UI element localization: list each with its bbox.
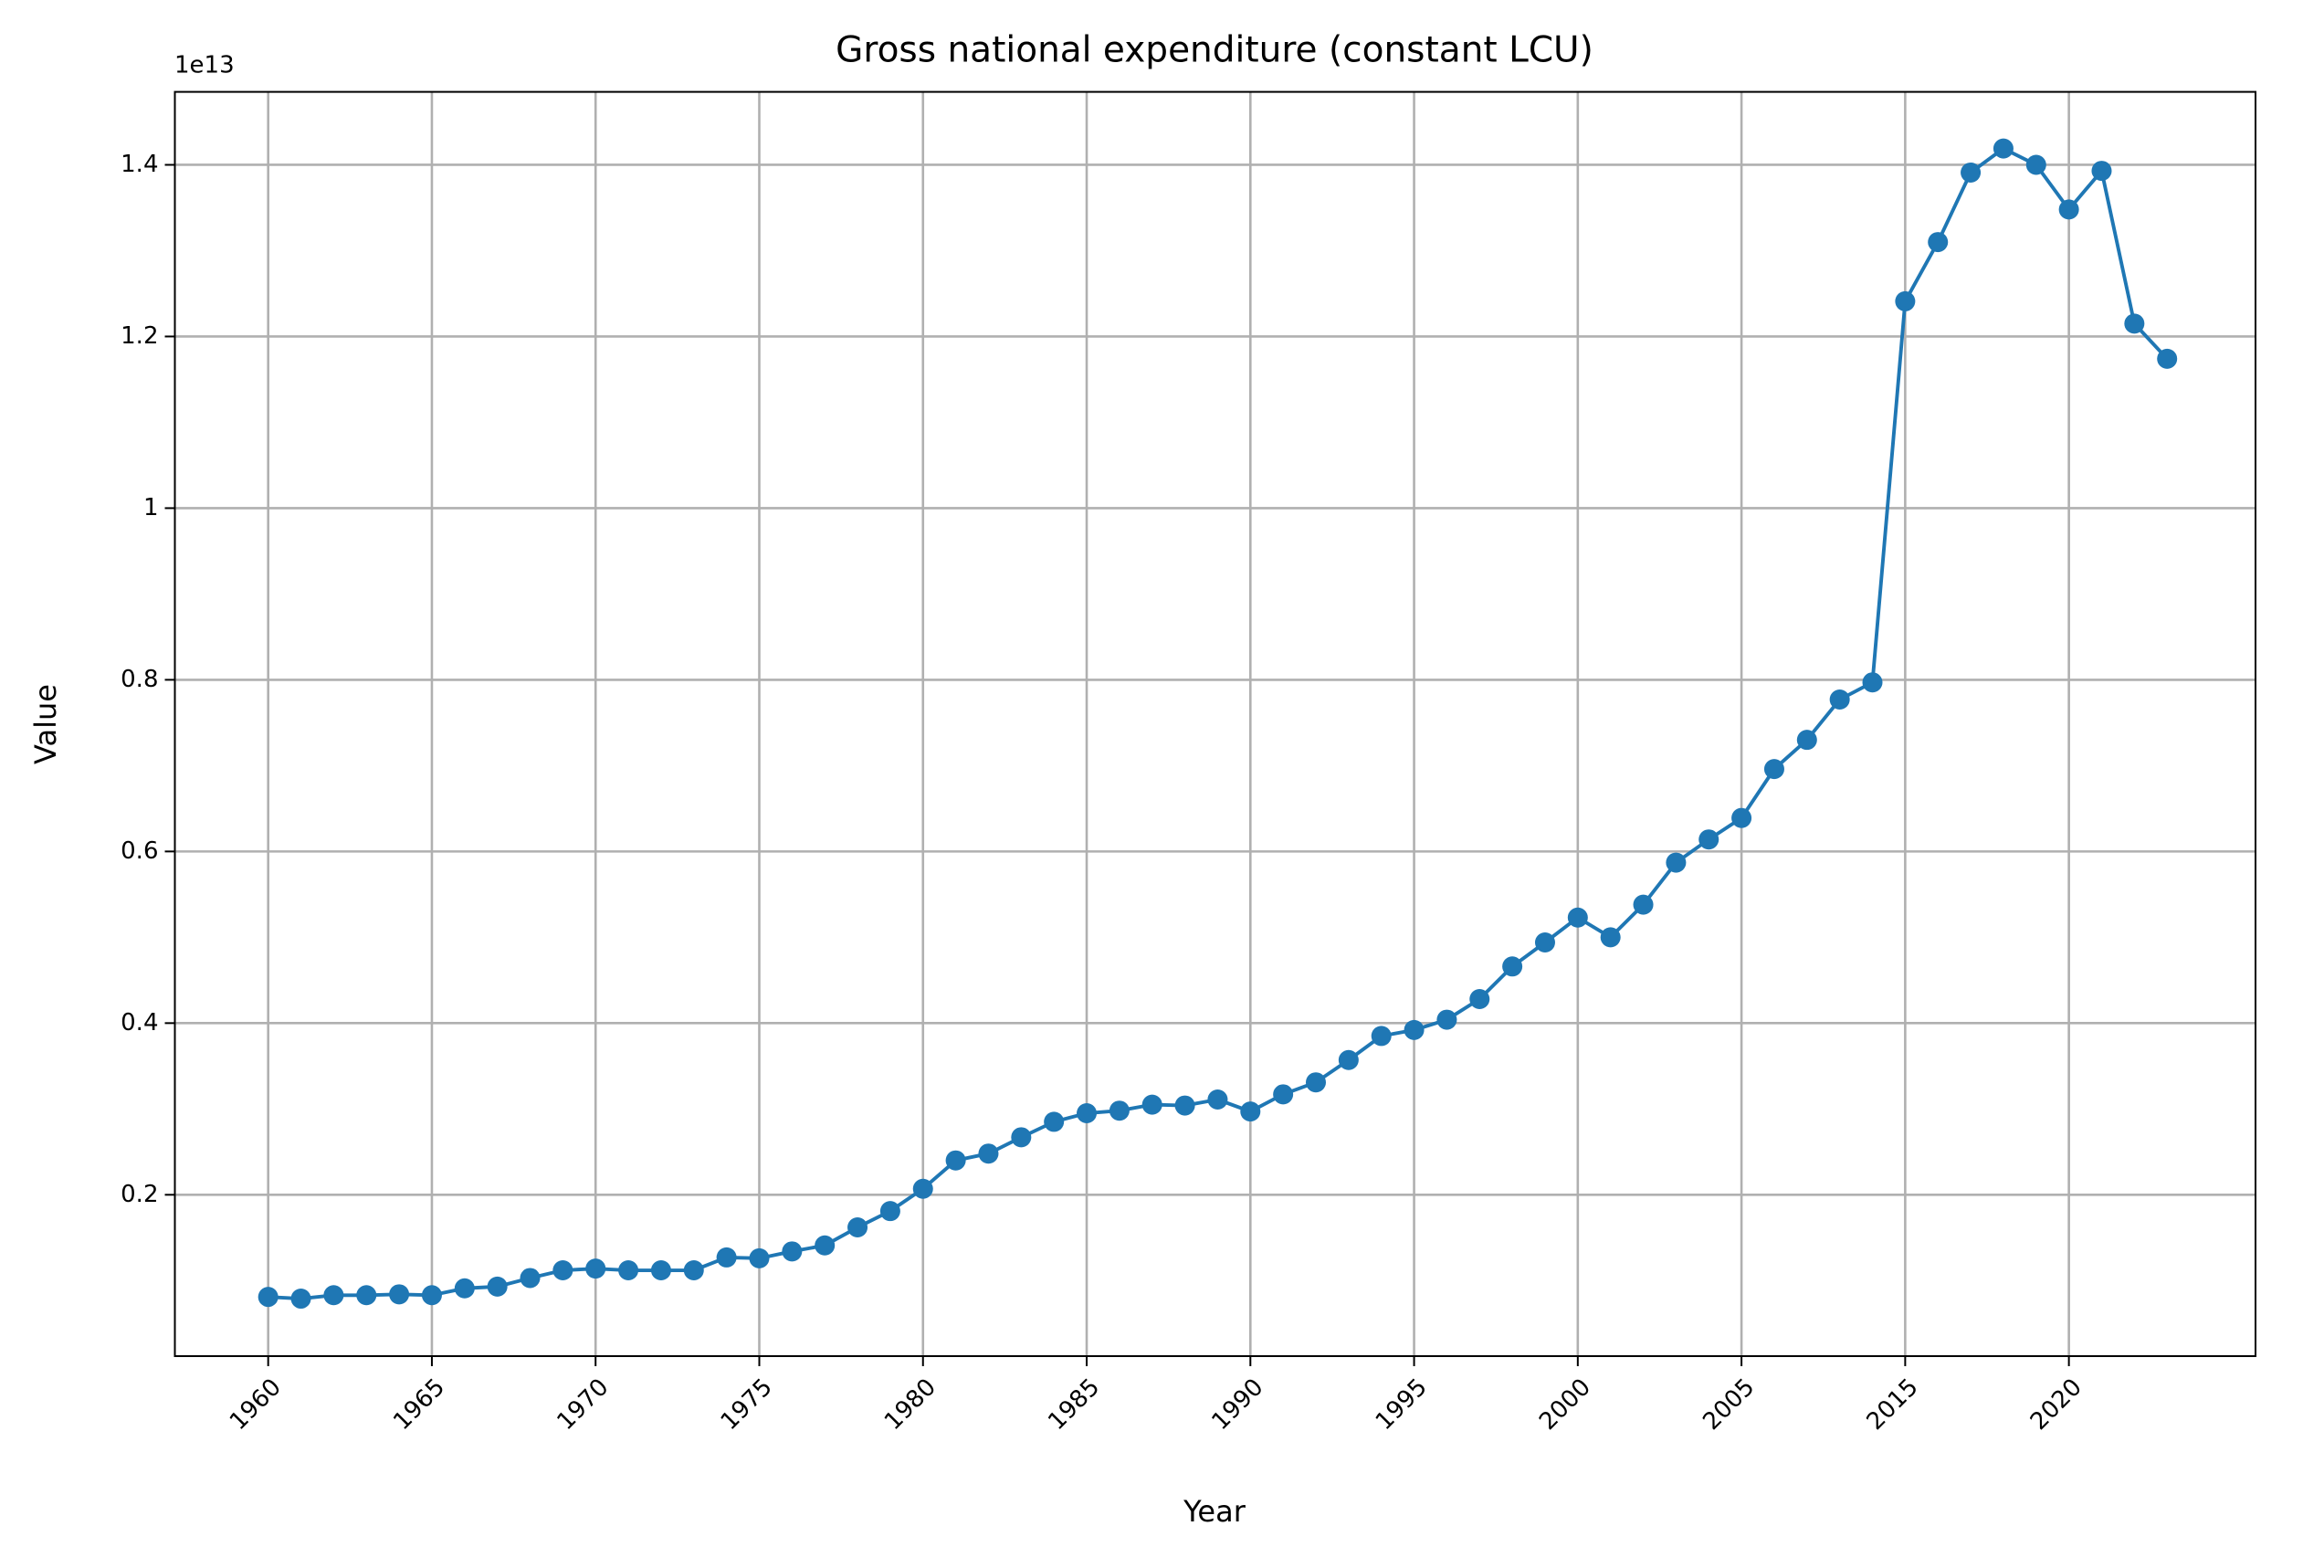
- x-tick-label: 2000: [1534, 1373, 1596, 1436]
- data-point: [1371, 1026, 1392, 1047]
- y-tick-label: 0.4: [121, 1009, 158, 1037]
- data-point: [585, 1258, 606, 1279]
- data-point: [1534, 931, 1555, 952]
- series-line: [268, 146, 2169, 1300]
- x-tick-label: 1965: [388, 1373, 450, 1436]
- data-point: [1862, 672, 1883, 693]
- data-point: [2124, 313, 2145, 334]
- data-point: [1731, 807, 1752, 828]
- data-point: [1666, 852, 1687, 873]
- data-point: [815, 1235, 836, 1256]
- data-point: [879, 1201, 900, 1222]
- data-point: [650, 1260, 671, 1281]
- data-point: [749, 1247, 770, 1268]
- x-tick-label: 2015: [1862, 1373, 1924, 1436]
- data-point: [1240, 1101, 1261, 1122]
- data-point: [552, 1260, 573, 1281]
- data-point: [618, 1260, 639, 1281]
- data-point: [1928, 232, 1949, 253]
- data-point: [2157, 348, 2178, 369]
- y-tick-label: 1.2: [121, 322, 158, 350]
- x-tick-label: 2005: [1698, 1373, 1760, 1436]
- data-point: [1961, 162, 1982, 183]
- x-tick-label: 1975: [716, 1373, 778, 1436]
- data-point: [683, 1260, 704, 1281]
- data-point: [912, 1178, 933, 1199]
- y-offset-label: 1e13: [174, 52, 235, 79]
- data-point: [1436, 1009, 1457, 1030]
- data-point: [1273, 1084, 1294, 1105]
- x-tick-label: 1960: [225, 1373, 287, 1436]
- data-point: [1306, 1072, 1326, 1093]
- chart-title: Gross national expenditure (constant LCU…: [836, 30, 1593, 71]
- data-point: [1600, 927, 1621, 948]
- data-point: [1796, 730, 1817, 751]
- data-point: [1011, 1127, 1032, 1148]
- data-point: [1141, 1094, 1162, 1115]
- plot-frame: [174, 90, 2256, 1358]
- y-axis-label: Value: [28, 684, 63, 764]
- x-tick-label: 1990: [1207, 1373, 1269, 1436]
- data-point: [716, 1247, 737, 1268]
- data-point: [487, 1276, 508, 1297]
- data-point: [1077, 1103, 1098, 1124]
- data-point: [421, 1285, 442, 1306]
- data-point: [782, 1241, 803, 1262]
- x-tick-label: 1995: [1371, 1373, 1433, 1436]
- data-point: [1567, 907, 1588, 928]
- data-point: [1633, 894, 1654, 915]
- y-tick-label: 1.4: [121, 151, 158, 178]
- data-point: [2091, 161, 2112, 182]
- data-point: [258, 1287, 279, 1308]
- y-tick-label: 0.6: [121, 837, 158, 865]
- data-point: [1763, 759, 1784, 780]
- data-point: [1338, 1049, 1359, 1070]
- data-point: [2025, 154, 2046, 175]
- data-point: [290, 1289, 311, 1310]
- data-point: [1207, 1089, 1228, 1110]
- data-point: [847, 1217, 868, 1238]
- data-point: [1044, 1111, 1065, 1132]
- data-point: [1698, 829, 1719, 850]
- data-point: [1829, 689, 1850, 710]
- y-tick-label: 1: [143, 494, 159, 521]
- data-point: [2058, 199, 2079, 220]
- data-point: [945, 1150, 966, 1171]
- data-point: [520, 1268, 541, 1289]
- data-point: [1895, 290, 1916, 311]
- data-point: [1993, 138, 2014, 159]
- data-point: [1109, 1100, 1130, 1121]
- x-tick-label: 1980: [879, 1373, 941, 1436]
- data-point: [1502, 956, 1523, 977]
- x-tick-label: 2020: [2025, 1373, 2087, 1436]
- data-point: [323, 1285, 344, 1306]
- data-point: [1174, 1095, 1195, 1116]
- x-tick-label: 1985: [1043, 1373, 1105, 1436]
- data-point: [356, 1285, 377, 1306]
- data-point: [978, 1143, 999, 1164]
- data-point: [1404, 1019, 1425, 1040]
- data-point: [454, 1278, 475, 1299]
- data-point: [389, 1284, 410, 1305]
- y-tick-label: 0.8: [121, 666, 158, 693]
- x-axis-label: Year: [1183, 1494, 1246, 1529]
- y-tick-label: 0.2: [121, 1181, 158, 1208]
- data-point: [1469, 989, 1490, 1010]
- x-tick-label: 1970: [552, 1373, 614, 1436]
